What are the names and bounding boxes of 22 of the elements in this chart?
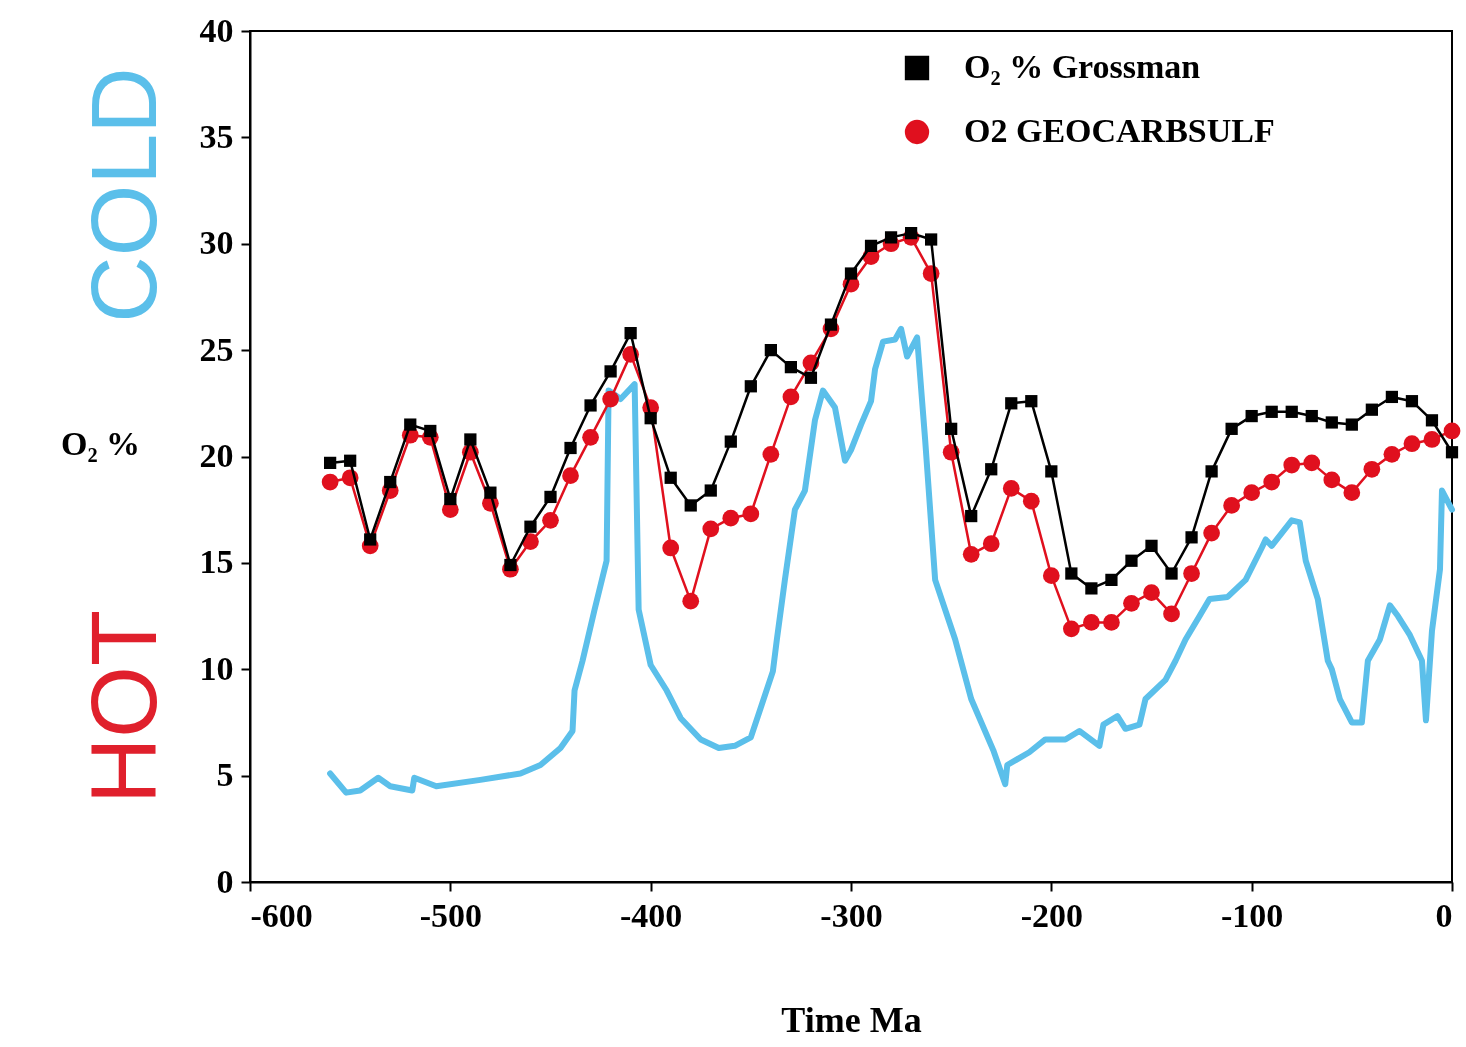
- x-tick-label: -100: [1221, 896, 1284, 934]
- x-tick-label: -500: [419, 896, 482, 934]
- text: HOT: [73, 609, 175, 805]
- y-tick-label: 40: [199, 11, 234, 49]
- y-tick-label: 5: [216, 756, 234, 794]
- x-tick-label: -200: [1020, 896, 1083, 934]
- y-tick-label: 0: [216, 862, 234, 900]
- x-axis-title: Time Ma: [781, 999, 922, 1040]
- text: COLD: [73, 67, 175, 323]
- y-tick-label: 10: [199, 649, 234, 687]
- y-tick-label: 20: [199, 437, 234, 474]
- x-tick-label: -300: [820, 896, 883, 934]
- y-tick-label: 30: [199, 224, 234, 262]
- y-axis-title: O₂ %: [60, 424, 141, 462]
- x-tick-label: 0: [1435, 896, 1453, 934]
- y-tick-label: 35: [199, 117, 234, 155]
- x-tick-label: -400: [620, 896, 683, 934]
- legend-label: O₂ % Grossman: [964, 48, 1201, 85]
- y-tick-label: 25: [199, 330, 234, 368]
- legend-label: O2 GEOCARBSULF: [964, 112, 1275, 149]
- y-tick-label: 15: [199, 543, 234, 581]
- x-tick-label: -600: [250, 896, 313, 934]
